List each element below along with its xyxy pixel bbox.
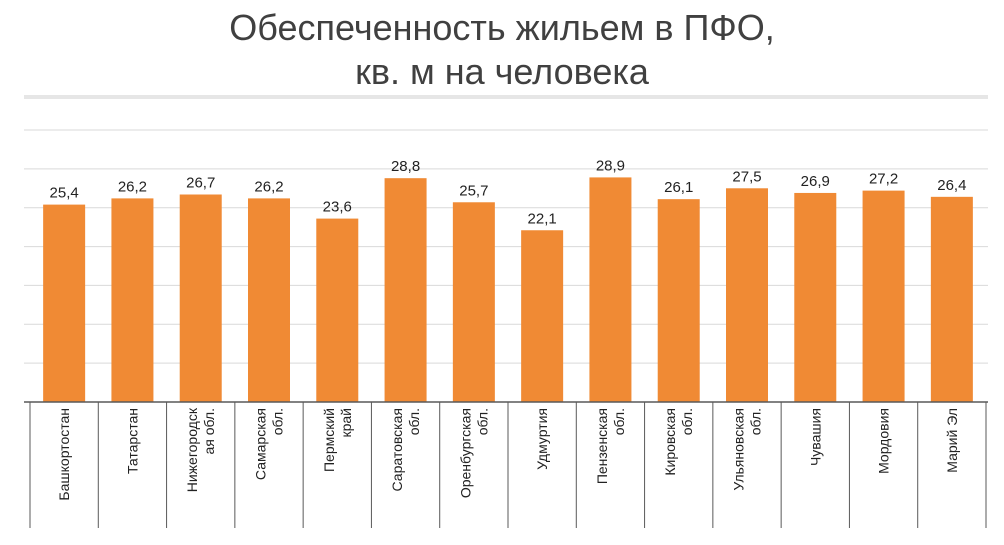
data-label: 26,2 [254,178,283,195]
data-label: 28,9 [596,157,625,174]
bar [930,196,973,402]
tick-label: обл. [406,408,422,435]
data-label: 26,7 [186,175,215,192]
tick-label: Удмуртия [534,408,550,470]
tick-label: Пензенская [594,408,610,484]
chart-title-line-1: Обеспеченность жильем в ПФО, [229,7,775,48]
tick-label: Саратовская [389,408,405,491]
title-divider [24,95,988,99]
data-label: 26,4 [937,177,966,194]
tick-label: Пермский [321,408,337,472]
chart-title: Обеспеченность жильем в ПФО, кв. м на че… [0,6,1004,94]
bar [589,177,632,402]
bar [657,199,700,402]
tick-label: Мордовия [876,408,892,474]
data-label: 26,2 [118,178,147,195]
bar [316,218,359,402]
tick-label: обл. [748,408,764,435]
data-label: 26,1 [664,179,693,196]
category-ticks [29,402,987,528]
tick-label: обл. [474,408,490,435]
tick-label: обл. [270,408,286,435]
gridlines [24,129,988,364]
bar [43,204,86,402]
tick-label: Оренбургская [457,408,473,498]
data-label: 25,7 [459,182,488,199]
data-label: 23,6 [323,199,352,216]
tick-label: Кировская [662,408,678,476]
bar [248,198,290,402]
chart-title-line-2: кв. м на человека [355,51,649,92]
data-label: 27,5 [732,168,761,185]
bar [794,192,837,402]
category-labels: Башкортостан Татарстан Нижегородск ая обл. С… [56,407,960,500]
tick-label: Татарстан [124,408,140,474]
tick-label: обл. [611,408,627,435]
bar [111,198,154,402]
tick-label: край [338,408,354,438]
bars: 25,4 26,2 26,7 26,2 23,6 28,8 25,7 22,1 28,9 26,1… [43,157,973,402]
bar [452,202,495,402]
data-label: 25,4 [50,185,79,202]
tick-label: Марий Эл [944,408,960,473]
bar [521,230,564,402]
data-label: 27,2 [869,171,898,188]
data-label: 26,9 [801,173,830,190]
bar [384,178,427,402]
tick-label: ая обл. [201,408,217,455]
data-label: 22,1 [528,210,557,227]
data-label: 28,8 [391,158,420,175]
tick-label: Ульяновская [731,408,747,491]
tick-label: Чувашия [807,408,823,466]
tick-label: обл. [679,408,695,435]
tick-label: Башкортостан [56,408,72,501]
bar [726,188,768,402]
bar [179,194,222,402]
tick-label: Самарская [253,408,269,480]
bar [862,190,905,402]
tick-label: Нижегородск [184,407,200,492]
